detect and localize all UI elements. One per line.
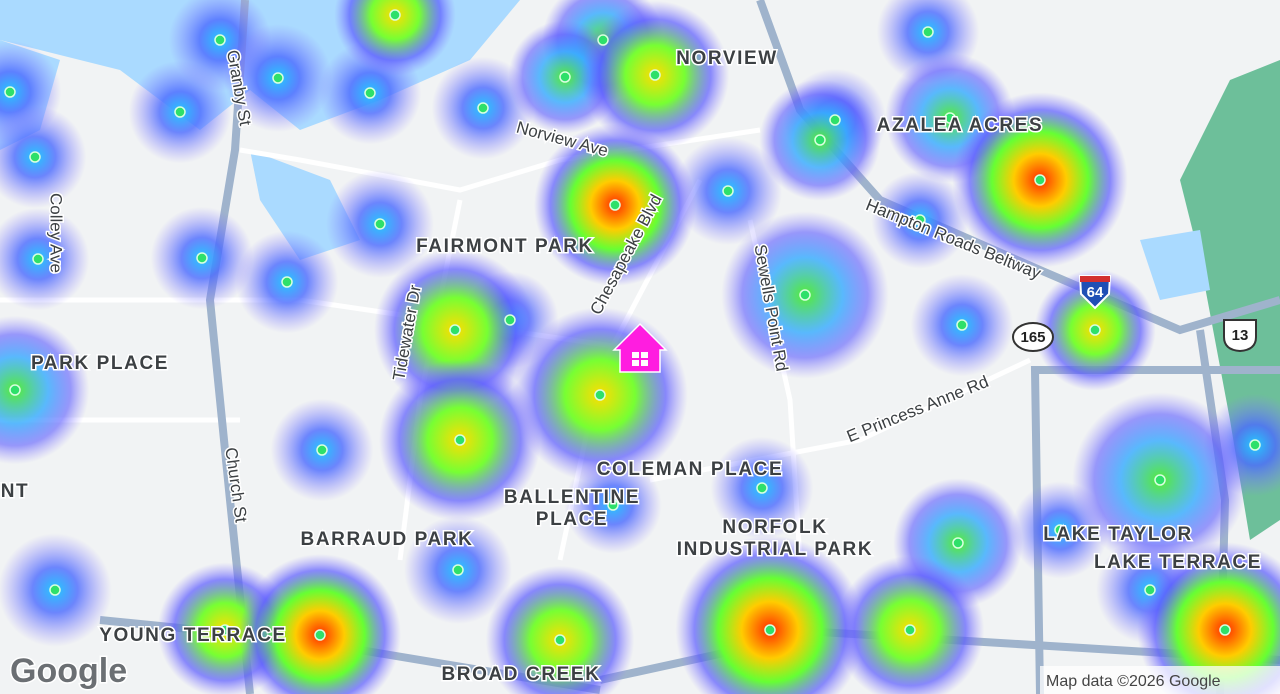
location-dot[interactable] bbox=[454, 434, 466, 446]
location-dot[interactable] bbox=[814, 134, 826, 146]
neighborhood-label: FAIRMONT PARK bbox=[416, 236, 594, 257]
heat-spot bbox=[675, 535, 865, 694]
location-dot[interactable] bbox=[1034, 174, 1046, 186]
location-dot[interactable] bbox=[922, 26, 934, 38]
neighborhood-label: YOUNG TERRACE bbox=[99, 625, 287, 646]
heat-spot bbox=[0, 207, 90, 311]
shield-label: 13 bbox=[1232, 327, 1249, 344]
neighborhood-label: PLACE bbox=[536, 509, 608, 530]
heat-spot bbox=[0, 315, 90, 465]
location-dot[interactable] bbox=[316, 444, 328, 456]
neighborhood-label: NORFOLK bbox=[722, 517, 827, 538]
location-dot[interactable] bbox=[1219, 624, 1231, 636]
location-dot[interactable] bbox=[1089, 324, 1101, 336]
road-label: Colley Ave bbox=[47, 193, 66, 273]
neighborhood-label: INDUSTRIAL PARK bbox=[677, 539, 873, 560]
location-dot[interactable] bbox=[281, 276, 293, 288]
location-dot[interactable] bbox=[374, 218, 386, 230]
location-dot[interactable] bbox=[1144, 584, 1156, 596]
location-dot[interactable] bbox=[594, 389, 606, 401]
attribution-bg bbox=[1040, 666, 1280, 694]
location-dot[interactable] bbox=[722, 185, 734, 197]
location-dot[interactable] bbox=[597, 34, 609, 46]
location-dot[interactable] bbox=[764, 624, 776, 636]
location-dot[interactable] bbox=[9, 384, 21, 396]
neighborhood-label: COLEMAN PLACE bbox=[597, 459, 784, 480]
interstate-shield-top bbox=[1080, 276, 1110, 282]
location-dot[interactable] bbox=[956, 319, 968, 331]
heat-spot bbox=[334, 0, 456, 76]
neighborhood-label: AZALEA ACRES bbox=[877, 115, 1044, 136]
location-dot[interactable] bbox=[609, 199, 621, 211]
highway bbox=[1030, 366, 1280, 694]
location-dot[interactable] bbox=[1054, 524, 1066, 536]
location-dot[interactable] bbox=[452, 564, 464, 576]
neighborhood-label: GHENT bbox=[0, 481, 29, 502]
home-window-frame bbox=[632, 352, 648, 366]
location-dot[interactable] bbox=[607, 499, 619, 511]
neighborhood-label: LAKE TERRACE bbox=[1094, 552, 1262, 573]
location-dot[interactable] bbox=[272, 72, 284, 84]
location-dot[interactable] bbox=[449, 324, 461, 336]
google-logo[interactable]: Google bbox=[9, 651, 129, 692]
location-dot[interactable] bbox=[174, 106, 186, 118]
neighborhood-label: LAKE TAYLOR bbox=[1043, 524, 1193, 545]
location-dot[interactable] bbox=[1249, 439, 1261, 451]
location-dot[interactable] bbox=[799, 289, 811, 301]
heat-spot bbox=[1137, 542, 1280, 694]
us-shield bbox=[1223, 319, 1257, 353]
shield-label: 64 bbox=[1087, 284, 1104, 301]
shield-label: 165 bbox=[1020, 329, 1045, 346]
location-dot[interactable] bbox=[756, 482, 768, 494]
attribution: Map data ©2026 Google bbox=[1046, 673, 1221, 690]
location-dot[interactable] bbox=[314, 629, 326, 641]
location-dot[interactable] bbox=[554, 634, 566, 646]
neighborhood-label: BARRAUD PARK bbox=[301, 529, 474, 550]
location-dot[interactable] bbox=[219, 624, 231, 636]
location-dot[interactable] bbox=[29, 151, 41, 163]
location-dot[interactable] bbox=[904, 624, 916, 636]
location-dot[interactable] bbox=[944, 112, 956, 124]
location-dot[interactable] bbox=[914, 214, 926, 226]
location-dot[interactable] bbox=[829, 114, 841, 126]
location-dot[interactable] bbox=[504, 314, 516, 326]
location-dot[interactable] bbox=[214, 34, 226, 46]
interstate-shield bbox=[1078, 275, 1112, 310]
location-dot[interactable] bbox=[364, 87, 376, 99]
neighborhood-label: BALLENTINE bbox=[504, 487, 640, 508]
home-pin[interactable] bbox=[612, 322, 668, 373]
heat-spot bbox=[239, 554, 401, 694]
heat-spot bbox=[485, 565, 635, 694]
heat-spot bbox=[0, 105, 87, 209]
state-shield bbox=[1012, 322, 1054, 352]
water bbox=[1140, 230, 1210, 300]
neighborhood-label: BROAD CREEK bbox=[441, 664, 600, 685]
location-dot[interactable] bbox=[1154, 474, 1166, 486]
location-dot[interactable] bbox=[952, 537, 964, 549]
location-dot[interactable] bbox=[32, 253, 44, 265]
location-dot[interactable] bbox=[196, 252, 208, 264]
neighborhood-label: PARK PLACE bbox=[31, 353, 169, 374]
location-dot[interactable] bbox=[477, 102, 489, 114]
home-icon bbox=[612, 322, 668, 373]
location-dot[interactable] bbox=[559, 71, 571, 83]
location-dot[interactable] bbox=[4, 86, 16, 98]
neighborhood-label: NORVIEW bbox=[676, 48, 778, 69]
location-dot[interactable] bbox=[649, 69, 661, 81]
location-dot[interactable] bbox=[49, 584, 61, 596]
location-dot[interactable] bbox=[389, 9, 401, 21]
